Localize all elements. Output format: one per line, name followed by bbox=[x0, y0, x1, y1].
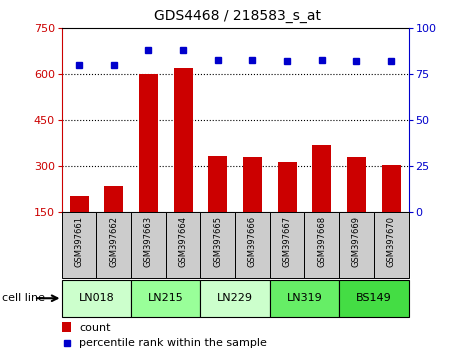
Bar bbox=[200, 280, 270, 317]
Bar bbox=[139, 74, 158, 258]
Bar bbox=[235, 212, 270, 278]
Bar bbox=[339, 280, 408, 317]
Text: GSM397663: GSM397663 bbox=[144, 216, 153, 267]
Bar bbox=[270, 280, 339, 317]
Text: percentile rank within the sample: percentile rank within the sample bbox=[79, 338, 267, 348]
Text: LN018: LN018 bbox=[78, 293, 114, 303]
Bar bbox=[166, 212, 200, 278]
Text: cell line: cell line bbox=[2, 293, 46, 303]
Text: GSM397668: GSM397668 bbox=[317, 216, 326, 267]
Text: GSM397665: GSM397665 bbox=[213, 216, 222, 267]
Bar bbox=[208, 156, 228, 258]
Bar bbox=[304, 212, 339, 278]
Text: GSM397669: GSM397669 bbox=[352, 216, 361, 267]
Text: GSM397666: GSM397666 bbox=[248, 216, 257, 267]
Bar bbox=[312, 145, 332, 258]
Bar bbox=[131, 280, 200, 317]
Bar bbox=[374, 212, 408, 278]
Bar bbox=[277, 162, 297, 258]
Bar bbox=[270, 212, 304, 278]
Bar bbox=[347, 157, 366, 258]
Bar bbox=[96, 212, 131, 278]
Bar bbox=[381, 165, 401, 258]
Text: LN319: LN319 bbox=[286, 293, 323, 303]
Bar bbox=[104, 186, 124, 258]
Text: GSM397670: GSM397670 bbox=[387, 216, 396, 267]
Text: LN215: LN215 bbox=[148, 293, 184, 303]
Text: count: count bbox=[79, 322, 111, 332]
Text: GSM397667: GSM397667 bbox=[283, 216, 292, 267]
Text: GDS4468 / 218583_s_at: GDS4468 / 218583_s_at bbox=[154, 9, 321, 23]
Text: BS149: BS149 bbox=[356, 293, 392, 303]
Bar bbox=[200, 212, 235, 278]
Bar bbox=[62, 322, 71, 332]
Text: GSM397662: GSM397662 bbox=[109, 216, 118, 267]
Text: GSM397664: GSM397664 bbox=[179, 216, 188, 267]
Bar bbox=[339, 212, 374, 278]
Text: GSM397661: GSM397661 bbox=[75, 216, 84, 267]
Text: LN229: LN229 bbox=[217, 293, 253, 303]
Bar bbox=[131, 212, 166, 278]
Bar bbox=[69, 195, 89, 258]
Bar bbox=[173, 68, 193, 258]
Bar bbox=[62, 212, 96, 278]
Bar bbox=[62, 280, 131, 317]
Bar bbox=[243, 157, 262, 258]
